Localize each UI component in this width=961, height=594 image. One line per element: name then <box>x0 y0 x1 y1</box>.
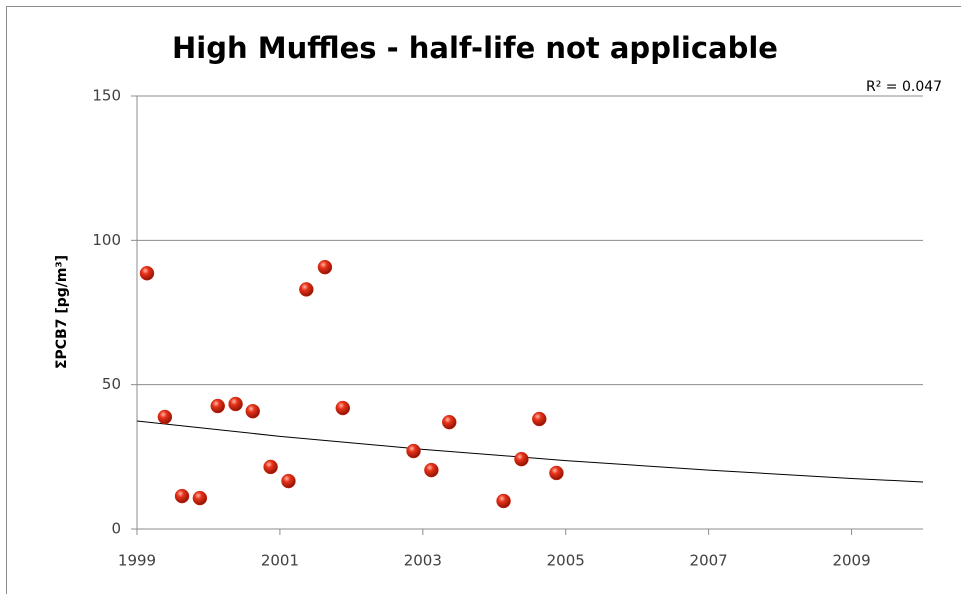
x-tick-label: 2007 <box>690 552 728 570</box>
x-tick-label: 2001 <box>261 552 299 570</box>
point <box>532 411 547 427</box>
y-tick-label: 100 <box>92 231 121 249</box>
point <box>157 409 173 425</box>
y-tick-label: 50 <box>102 375 121 393</box>
x-tick-label: 2003 <box>404 552 442 570</box>
point <box>424 462 439 478</box>
point <box>406 443 421 459</box>
point <box>192 490 208 506</box>
point <box>514 451 529 467</box>
point <box>139 265 155 281</box>
y-tick-label: 150 <box>92 87 121 105</box>
chart-title: High Muffles - half-life not applicable <box>172 31 778 65</box>
point <box>174 488 190 504</box>
point <box>335 400 351 416</box>
r-squared: R² = 0.047 <box>866 79 942 95</box>
point <box>299 282 314 297</box>
point <box>442 414 457 430</box>
y-axis-label: ΣPCB7 [pg/m³] <box>54 255 70 369</box>
point <box>496 493 511 509</box>
point <box>317 259 333 275</box>
y-tick-label: 0 <box>111 520 121 538</box>
trend-line <box>136 420 924 483</box>
point <box>245 403 261 419</box>
x-tick-label: 1999 <box>118 552 156 570</box>
point <box>263 459 278 475</box>
point <box>228 396 243 412</box>
x-tick-label: 2005 <box>547 552 585 570</box>
chart-frame <box>6 6 961 594</box>
point <box>549 465 564 481</box>
point <box>210 398 225 414</box>
x-tick-label: 2009 <box>832 552 870 570</box>
point <box>281 473 296 489</box>
